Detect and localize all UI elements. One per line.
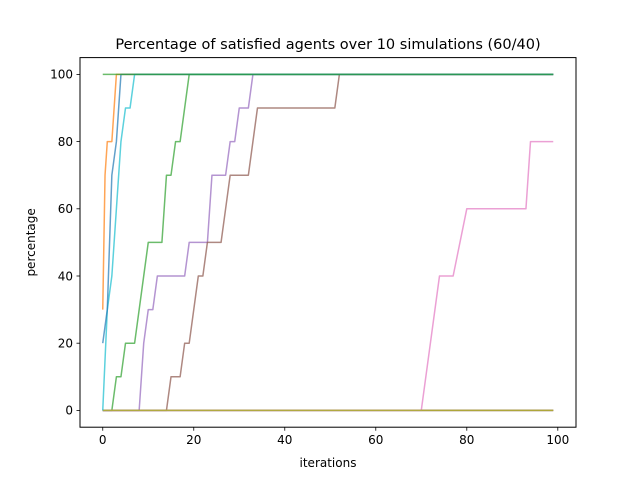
x-tick-label: 20	[186, 433, 201, 447]
x-axis-label: iterations	[300, 456, 357, 470]
y-tick-label: 60	[58, 202, 73, 216]
series-line-10	[102, 73, 554, 411]
y-tick-label: 80	[58, 135, 73, 149]
x-tick-label: 80	[459, 433, 474, 447]
series-line-3	[102, 73, 554, 412]
y-tick-label: 40	[58, 269, 73, 283]
series-line-7	[102, 140, 554, 412]
chart-title: Percentage of satisfied agents over 10 s…	[115, 37, 540, 53]
x-tick-label: 60	[368, 433, 383, 447]
x-tick-label: 100	[546, 433, 569, 447]
plot-frame	[79, 57, 577, 428]
y-axis-ticks: 0 20 40 60 80 100	[50, 68, 80, 418]
x-tick-label: 40	[277, 433, 292, 447]
y-axis-label: percentage	[24, 208, 38, 276]
y-tick-label: 100	[50, 68, 73, 82]
plot-lines	[102, 73, 554, 412]
x-tick-label: 0	[99, 433, 107, 447]
series-line-5	[102, 73, 554, 412]
x-axis-ticks: 0 20 40 60 80 100	[99, 427, 569, 447]
y-tick-label: 0	[65, 404, 73, 418]
series-line-6	[102, 73, 554, 412]
y-tick-label: 20	[58, 337, 73, 351]
